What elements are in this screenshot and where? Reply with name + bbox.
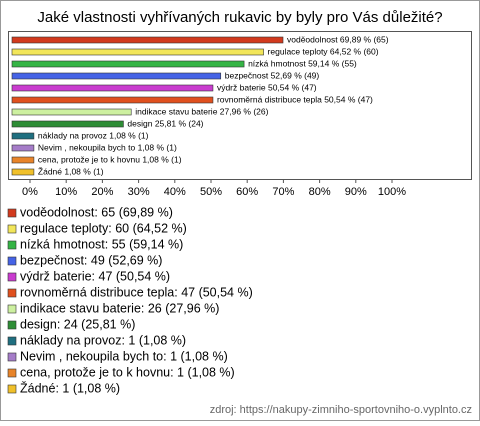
x-tick-label: 30% [128, 186, 150, 198]
x-tick-label: 70% [272, 186, 294, 198]
x-tick-label: 50% [200, 186, 222, 198]
legend-swatch [7, 272, 17, 282]
plot-area [8, 31, 472, 180]
bar-label: design 25,81 % (24) [127, 118, 203, 128]
bar-label: nízká hmotnost 59,14 % (55) [248, 58, 357, 68]
legend-swatch [7, 240, 17, 250]
legend-swatch [7, 352, 17, 362]
bar [11, 36, 284, 44]
bar [11, 144, 35, 152]
legend-label: design: 24 (25,81 %) [20, 317, 135, 331]
source: zdroj: https://nakupy-zimniho-sportovnih… [210, 404, 472, 416]
bar-label: rovnoměrná distribuce tepla 50,54 % (47) [217, 94, 373, 104]
x-tick-label: 20% [91, 186, 113, 198]
legend-swatch [7, 304, 17, 314]
legend-label: bezpečnost: 49 (52,69 %) [20, 253, 162, 267]
legend-swatch [7, 336, 17, 346]
bar [11, 96, 214, 104]
bar [11, 132, 35, 140]
legend-label: Nevim , nekoupila bych to: 1 (1,08 %) [20, 349, 228, 363]
x-tick-label: 80% [309, 186, 331, 198]
legend-label: výdrž baterie: 47 (50,54 %) [20, 269, 170, 283]
bar [11, 168, 35, 176]
legend-swatch [7, 256, 17, 266]
bar-label: Nevim , nekoupila bych to 1,08 % (1) [38, 142, 177, 152]
bar [11, 156, 35, 164]
legend-swatch [7, 288, 17, 298]
legend-swatch [7, 384, 17, 394]
bar-label: cena, protože je to k hovnu 1,08 % (1) [38, 154, 182, 164]
chart-title: Jaké vlastnosti vyhřívaných rukavic by b… [37, 9, 442, 26]
x-tick-label: 90% [345, 186, 367, 198]
x-tick-label: 100% [378, 186, 406, 198]
bar-label: náklady na provoz 1,08 % (1) [38, 130, 149, 140]
legend-label: regulace teploty: 60 (64,52 %) [20, 221, 187, 235]
legend-label: voděodolnost: 65 (69,89 %) [20, 205, 173, 219]
legend-label: cena, protože je to k hovnu: 1 (1,08 %) [20, 365, 235, 379]
bar [11, 108, 132, 116]
bar [11, 48, 264, 56]
legend-swatch [7, 208, 17, 218]
legend-label: indikace stavu baterie: 26 (27,96 %) [20, 301, 219, 315]
legend-swatch [7, 224, 17, 234]
bar [11, 60, 245, 68]
x-tick-label: 60% [236, 186, 258, 198]
legend-label: náklady na provoz: 1 (1,08 %) [20, 333, 186, 347]
legend-label: Žádné: 1 (1,08 %) [20, 380, 120, 395]
bar [11, 72, 222, 80]
bar-label: Žádné 1,08 % (1) [38, 166, 104, 176]
bar-label: bezpečnost 52,69 % (49) [225, 70, 320, 80]
legend-label: rovnoměrná distribuce tepla: 47 (50,54 %… [20, 285, 253, 299]
x-tick-label: 10% [55, 186, 77, 198]
bar-label: indikace stavu baterie 27,96 % (26) [135, 106, 268, 116]
legend-swatch [7, 320, 17, 330]
bar [11, 120, 124, 128]
legend-label: nízká hmotnost: 55 (59,14 %) [20, 237, 183, 251]
x-tick-label: 40% [164, 186, 186, 198]
x-tick-label: 0% [22, 186, 38, 198]
bar-label: výdrž baterie 50,54 % (47) [217, 82, 317, 92]
bar-label: voděodolnost 69,89 % (65) [287, 34, 389, 44]
legend-swatch [7, 368, 17, 378]
bar [11, 84, 214, 92]
bar-label: regulace teploty 64,52 % (60) [268, 46, 379, 56]
